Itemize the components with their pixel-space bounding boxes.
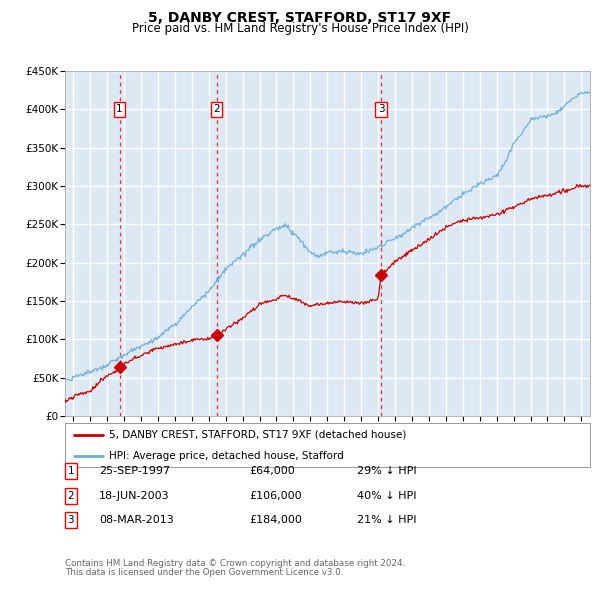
Text: 3: 3 (67, 516, 74, 525)
Text: 25-SEP-1997: 25-SEP-1997 (99, 466, 170, 476)
Text: 3: 3 (378, 104, 385, 114)
Text: £184,000: £184,000 (249, 516, 302, 525)
Text: 5, DANBY CREST, STAFFORD, ST17 9XF (detached house): 5, DANBY CREST, STAFFORD, ST17 9XF (deta… (109, 430, 407, 440)
Text: 5, DANBY CREST, STAFFORD, ST17 9XF: 5, DANBY CREST, STAFFORD, ST17 9XF (148, 11, 452, 25)
Text: Price paid vs. HM Land Registry's House Price Index (HPI): Price paid vs. HM Land Registry's House … (131, 22, 469, 35)
Text: This data is licensed under the Open Government Licence v3.0.: This data is licensed under the Open Gov… (65, 568, 343, 577)
Text: HPI: Average price, detached house, Stafford: HPI: Average price, detached house, Staf… (109, 451, 344, 461)
Text: 18-JUN-2003: 18-JUN-2003 (99, 491, 170, 500)
Text: Contains HM Land Registry data © Crown copyright and database right 2024.: Contains HM Land Registry data © Crown c… (65, 559, 405, 568)
Text: 2: 2 (213, 104, 220, 114)
Text: 40% ↓ HPI: 40% ↓ HPI (357, 491, 416, 500)
Text: 1: 1 (116, 104, 123, 114)
Text: £64,000: £64,000 (249, 466, 295, 476)
Text: 29% ↓ HPI: 29% ↓ HPI (357, 466, 416, 476)
Text: 08-MAR-2013: 08-MAR-2013 (99, 516, 174, 525)
Text: 2: 2 (67, 491, 74, 500)
Text: £106,000: £106,000 (249, 491, 302, 500)
Text: 21% ↓ HPI: 21% ↓ HPI (357, 516, 416, 525)
Text: 1: 1 (67, 466, 74, 476)
